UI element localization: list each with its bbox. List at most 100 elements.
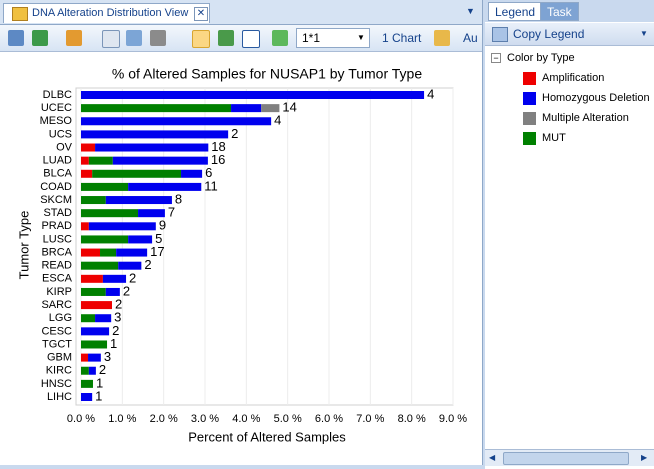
bar-segment [105,196,172,205]
y-tick-label: TGCT [42,338,72,350]
count-label: 11 [204,178,218,193]
chart-count-button[interactable]: 1 Chart [382,31,422,45]
bar-segment [128,235,153,244]
y-tick-label: STAD [43,207,72,219]
tool-button[interactable] [272,30,288,46]
combo-value: 1*1 [302,31,321,45]
bar-segment [92,169,182,178]
bar-segment [81,248,101,257]
y-tick-label: SARC [41,299,72,311]
y-tick-label: BRCA [41,246,72,258]
y-tick-label: CESC [41,325,72,337]
tree-toggle[interactable]: − [491,53,501,63]
legend-swatch [523,92,536,105]
scrollbar[interactable]: ◀ ▶ [485,449,654,466]
count-label: 1 [95,388,102,403]
count-label: 2 [115,297,122,312]
x-tick-label: 3.0 % [191,413,219,425]
count-label: 17 [150,244,164,259]
x-tick-label: 4.0 % [232,413,260,425]
bar-segment [81,104,232,113]
y-tick-label: KIRP [46,286,72,298]
bar-segment [81,169,93,178]
legend-label: Multiple Alteration [542,112,629,124]
bar-segment [81,274,103,283]
bar-segment [88,222,156,231]
bar-segment [81,393,93,401]
tool-button[interactable] [192,30,210,48]
x-tick-label: 6.0 % [315,413,343,425]
y-tick-label: UCEC [41,102,72,114]
tool-button[interactable] [8,30,24,46]
count-label: 18 [211,139,225,154]
copy-legend-bar[interactable]: Copy Legend ▼ [485,23,654,46]
scroll-left[interactable]: ◀ [489,453,496,462]
bar-segment [116,248,148,257]
count-label: 2 [144,257,151,272]
tool-button[interactable] [218,30,234,46]
legend-swatch [523,72,536,85]
bar-segment [81,130,229,139]
count-label: 2 [129,270,136,285]
legend-tab[interactable]: Legend [488,2,543,21]
y-tick-label: OV [56,141,73,153]
count-label: 2 [112,323,119,338]
tool-button[interactable] [66,30,82,46]
bar-segment [88,353,101,362]
auto-button[interactable]: Au [463,31,478,45]
count-label: 8 [175,191,182,206]
bar-segment [81,235,129,244]
task-tab[interactable]: Task [540,2,579,21]
count-label: 7 [168,205,175,220]
bar-segment [95,314,112,323]
count-label: 4 [427,86,434,101]
count-label: 6 [205,165,212,180]
x-tick-label: 1.0 % [108,413,136,425]
scroll-right[interactable]: ▶ [641,453,648,462]
y-tick-label: SKCM [40,194,72,206]
tool-button[interactable] [434,30,450,46]
y-tick-label: DLBC [43,89,72,101]
close-button[interactable]: ✕ [194,7,208,21]
chart-title: % of Altered Samples for NUSAP1 by Tumor… [112,66,422,82]
copy-icon [492,27,508,42]
bar-segment [100,248,117,257]
count-label: 2 [99,362,106,377]
splitter[interactable] [0,465,482,469]
copy-menu[interactable]: ▼ [640,29,648,38]
bar-segment [88,156,113,165]
count-label: 3 [114,310,121,325]
plot-area [75,87,454,406]
bar-segment [81,209,139,218]
scroll-thumb[interactable] [503,452,629,465]
bar-segment [81,196,106,205]
bar-segment [81,301,112,310]
bar-segment [261,104,280,113]
tool-button[interactable] [242,30,260,48]
tool-button[interactable] [32,30,48,46]
bar-segment [81,366,89,375]
layout-combo[interactable]: 1*1 ▼ [296,28,370,48]
legend-group: Color by Type [507,52,575,64]
count-label: 2 [231,126,238,141]
document-tab[interactable]: DNA Alteration Distribution View ✕ [3,3,210,23]
bar-segment [81,222,89,231]
x-tick-label: 9.0 % [439,413,467,425]
tool-button[interactable] [102,30,120,48]
x-axis-label: Percent of Altered Samples [188,429,346,444]
bar-segment [105,287,120,296]
bar-segment [118,261,142,270]
x-tick-label: 0.0 % [67,413,95,425]
bar-segment [128,182,202,191]
y-tick-label: PRAD [41,220,72,232]
tab-title: DNA Alteration Distribution View [32,7,189,19]
bar-segment [138,209,165,218]
count-label: 9 [159,218,166,233]
tool-button[interactable] [150,30,166,46]
tool-button[interactable] [126,30,142,46]
count-label: 3 [104,349,111,364]
tab-menu[interactable]: ▼ [466,6,475,16]
bar-segment [81,327,110,336]
count-label: 14 [282,100,296,115]
